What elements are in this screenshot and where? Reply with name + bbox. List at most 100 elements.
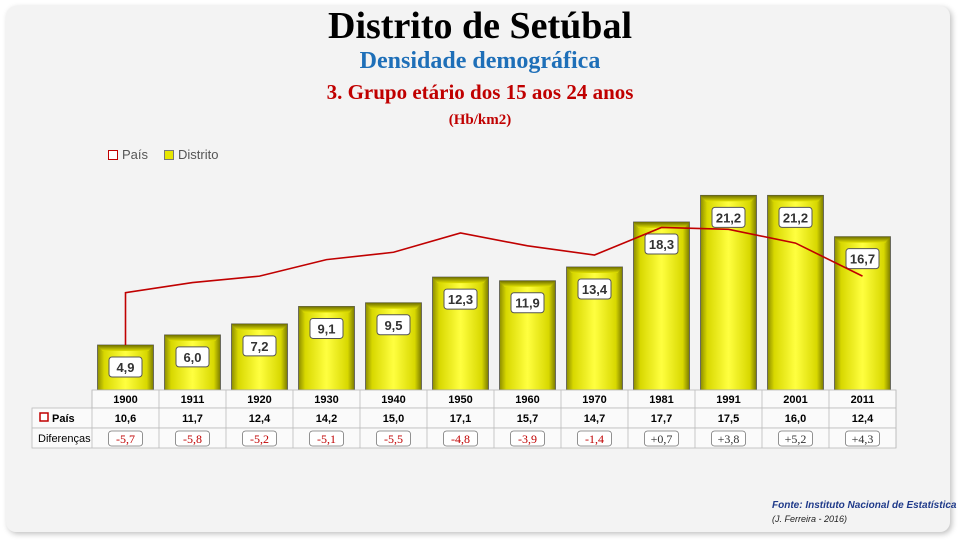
year-tick-label: 1900 — [113, 394, 137, 406]
difference-box — [778, 430, 813, 447]
year-tick-label: 1981 — [649, 394, 673, 406]
table-pais-label: País — [52, 413, 75, 425]
bar-2011: 16,7 — [834, 236, 891, 391]
bar-bevel — [231, 323, 288, 330]
bar-bevel — [432, 277, 489, 284]
year-tick-label: 1950 — [448, 394, 472, 406]
year-tick-label: 1940 — [381, 394, 405, 406]
bar-label: 16,7 — [850, 252, 875, 267]
main-title: Distrito de Setúbal — [328, 5, 632, 47]
pais-value: 17,7 — [651, 413, 672, 425]
bar-label: 13,4 — [582, 282, 608, 297]
bar-label-box — [778, 206, 813, 228]
bar-label-box — [309, 317, 344, 339]
difference-value: -5,1 — [317, 432, 336, 446]
source-note: Fonte: Instituto Nacional de Estatística — [772, 500, 957, 511]
author-note: (J. Ferreira - 2016) — [772, 514, 848, 524]
bar-1991: 21,2 — [700, 194, 757, 391]
difference-box — [577, 430, 612, 447]
difference-value: -5,7 — [116, 432, 135, 446]
legend-label-distrito: Distrito — [178, 147, 219, 162]
difference-value: +0,7 — [651, 432, 673, 446]
bar-label-box — [711, 206, 746, 228]
bar-label-box — [175, 346, 210, 368]
difference-value: +4,3 — [852, 432, 874, 446]
bar-1970: 13,4 — [566, 266, 623, 391]
age-group-title: 3. Grupo etário dos 15 aos 24 anos — [326, 80, 634, 104]
difference-value: -1,4 — [585, 432, 604, 446]
legend-swatch-distrito — [164, 149, 175, 160]
bar-label: 6,0 — [183, 350, 201, 365]
bar-label-box — [242, 335, 277, 357]
bar-1960: 11,9 — [499, 280, 556, 391]
bar-label: 9,1 — [317, 321, 335, 336]
bar-1940: 9,5 — [365, 302, 422, 391]
difference-box — [510, 430, 545, 447]
bar-label: 18,3 — [649, 237, 674, 252]
bar-label: 7,2 — [250, 339, 268, 354]
bar-label: 12,3 — [448, 292, 473, 307]
bar-label-box — [845, 248, 880, 270]
bar-label-box — [644, 233, 679, 255]
bar-bevel — [767, 195, 824, 202]
bar-bevel — [566, 266, 623, 273]
bar-2001: 21,2 — [767, 194, 824, 391]
year-tick-label: 1960 — [515, 394, 539, 406]
bar-label: 4,9 — [116, 360, 134, 375]
bar-label-box — [443, 288, 478, 310]
year-tick-label: 1991 — [716, 394, 740, 406]
difference-box — [644, 430, 679, 447]
bar-bevel — [97, 345, 154, 352]
bar-1900: 4,9 — [97, 344, 154, 391]
unit-label: (Hb/km2) — [448, 112, 512, 128]
bar-body — [231, 323, 288, 391]
bar-bevel — [164, 334, 221, 341]
table-pais-swatch — [39, 412, 49, 422]
year-tick-label: 1911 — [181, 394, 205, 406]
legend-swatch-pais — [108, 149, 118, 160]
difference-value: -5,2 — [250, 432, 269, 446]
year-tick-label: 1930 — [314, 394, 338, 406]
bar-bevel — [499, 280, 556, 287]
difference-value: +3,8 — [718, 432, 740, 446]
pais-value: 14,7 — [584, 413, 605, 425]
bar-label: 21,2 — [783, 210, 808, 225]
bar-label: 21,2 — [716, 210, 741, 225]
table-diff-label: Diferenças — [38, 433, 91, 445]
difference-value: -3,9 — [518, 432, 537, 446]
bar-1930: 9,1 — [298, 306, 355, 391]
difference-box — [845, 430, 880, 447]
legend: País Distrito — [108, 147, 218, 162]
difference-box — [376, 430, 411, 447]
difference-value: -5,5 — [384, 432, 403, 446]
difference-box — [242, 430, 277, 447]
bar-label-box — [376, 314, 411, 336]
bar-label-box — [108, 356, 143, 378]
bar-bevel — [365, 302, 422, 309]
difference-box — [711, 430, 746, 447]
pais-value: 16,0 — [785, 413, 806, 425]
pais-value: 12,4 — [249, 413, 271, 425]
bar-bevel — [834, 236, 891, 243]
pais-value: 14,2 — [316, 413, 337, 425]
pais-value: 10,6 — [115, 413, 136, 425]
difference-value: +5,2 — [785, 432, 807, 446]
year-tick-label: 2001 — [783, 394, 807, 406]
pais-value: 11,7 — [182, 413, 203, 425]
bar-1981: 18,3 — [633, 221, 690, 391]
difference-box — [309, 430, 344, 447]
legend-item-pais: País — [108, 147, 148, 162]
legend-item-distrito: Distrito — [164, 147, 218, 162]
pais-value: 15,0 — [383, 413, 404, 425]
pais-value: 17,5 — [718, 413, 739, 425]
pais-value: 17,1 — [450, 413, 471, 425]
legend-label-pais: País — [122, 147, 149, 162]
line-pais — [124, 226, 863, 345]
bar-label: 11,9 — [515, 296, 540, 311]
year-tick-label: 1920 — [247, 394, 271, 406]
bar-bevel — [633, 221, 690, 228]
bar-1920: 7,2 — [231, 323, 288, 391]
year-tick-label: 2011 — [851, 394, 875, 406]
bar-label-box — [577, 278, 612, 300]
